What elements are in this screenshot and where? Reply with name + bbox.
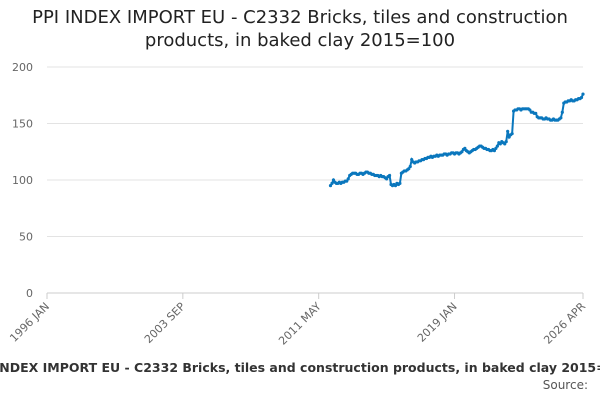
y-tick-label: 50: [19, 231, 33, 244]
x-tick-label: 2011 MAY: [276, 300, 324, 348]
data-point: [559, 116, 563, 120]
data-point: [494, 146, 498, 150]
y-tick-label: 0: [26, 287, 33, 300]
data-point: [410, 158, 414, 162]
x-tick-label: 2019 JAN: [415, 300, 460, 345]
x-tick-label: 2026 APR: [541, 300, 588, 347]
data-point: [328, 184, 333, 188]
data-point: [330, 181, 334, 185]
caption: PPI INDEX IMPORT EU - C2332 Bricks, tile…: [0, 360, 600, 375]
x-tick-label: 2003 SEP: [142, 300, 188, 346]
data-point: [346, 177, 350, 181]
x-tick-label: 1996 JAN: [7, 300, 52, 345]
data-point: [534, 111, 538, 115]
data-point: [398, 181, 402, 185]
data-point: [407, 167, 411, 171]
y-tick-label: 100: [12, 174, 33, 187]
y-tick-label: 200: [12, 61, 33, 74]
y-tick-label: 150: [12, 118, 33, 131]
data-point: [504, 139, 508, 144]
data-point: [331, 178, 336, 182]
data-point: [528, 108, 532, 112]
data-point: [345, 179, 349, 183]
data-point: [460, 150, 464, 154]
data-point: [560, 110, 564, 114]
data-point: [581, 92, 585, 96]
data-point: [507, 135, 511, 139]
data-point: [492, 149, 497, 153]
data-point: [463, 146, 467, 150]
data-point: [387, 173, 392, 178]
data-point: [495, 144, 499, 148]
data-point: [503, 142, 507, 146]
data-point: [510, 132, 514, 136]
data-point: [393, 184, 398, 188]
data-point: [506, 129, 510, 134]
source: Source:: [542, 378, 588, 392]
data-point: [579, 95, 584, 100]
data-point: [408, 164, 412, 169]
data-point: [498, 142, 502, 146]
data-point: [385, 177, 389, 181]
chart-title: PPI INDEX IMPORT EU - C2332 Bricks, tile…: [32, 7, 568, 51]
